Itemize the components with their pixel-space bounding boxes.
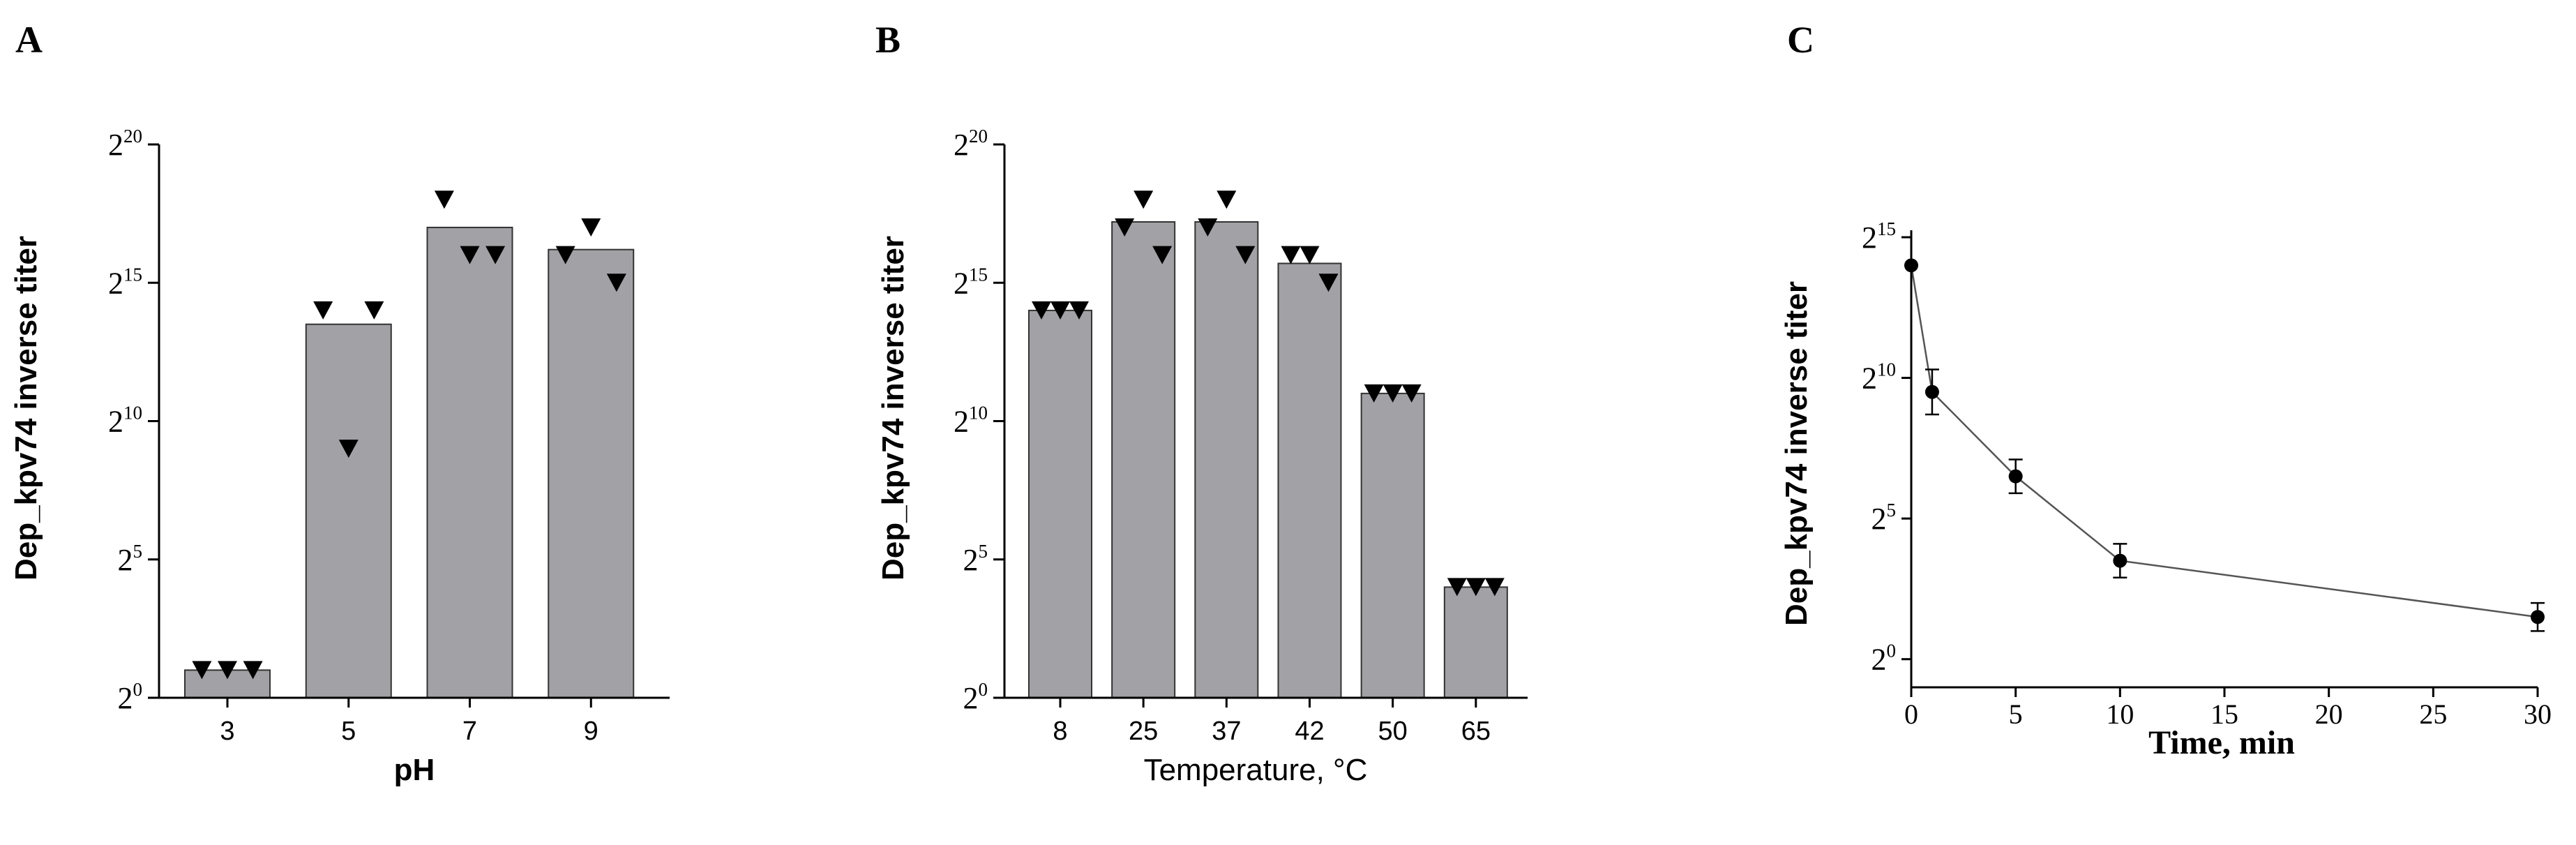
bar [1360,392,1425,698]
y-tick-label: 20 [118,679,143,715]
panel-c-xlabel: Time, min [2148,724,2295,761]
replicate-marker [243,661,263,680]
x-tick-label: 10 [2106,698,2134,730]
x-tick-label: 25 [2419,698,2447,730]
replicate-marker [192,661,212,680]
replicate-marker [313,301,333,320]
x-tick-label: 3 [220,717,234,746]
y-tick-label: 220 [108,126,142,162]
replicate-marker [1484,578,1505,597]
y-tick-label: 25 [118,541,143,577]
data-point [1925,384,1939,399]
replicate-marker [1235,246,1256,264]
panel-a-ylabel: Dep_kpv74 inverse titer [9,236,43,581]
x-tick-label: 7 [462,717,477,746]
x-tick-label: 8 [1053,717,1067,746]
panel-c-ticks: 20 25 210 215 0 5 10 15 20 25 30 [1862,218,2552,730]
bar [1194,221,1259,698]
panel-a-markers [192,190,626,680]
bar [1277,262,1342,698]
panel-b-letter: B [875,19,901,61]
x-tick-label: 65 [1461,717,1491,746]
panel-c-ylabel: Dep_kpv74 inverse titer [1779,281,1814,626]
panel-a-bars [184,226,635,699]
y-tick-label: 25 [963,541,988,577]
replicate-marker [1401,384,1422,403]
y-tick-label: 210 [108,403,142,439]
data-point [2008,469,2023,484]
replicate-marker [1050,301,1070,320]
panel-b-markers [1032,190,1505,597]
x-tick-label: 30 [2524,698,2552,730]
x-tick-label: 0 [1904,698,1918,730]
replicate-marker [1152,246,1173,264]
panel-b-bars [1028,221,1508,699]
bar [548,248,635,699]
panel-b-ylabel: Dep_kpv74 inverse titer [876,236,910,581]
replicate-marker [460,246,480,264]
replicate-marker [1069,301,1089,320]
replicate-marker [1198,218,1218,237]
panel-b-xlabel: Temperature, °C [1144,753,1368,787]
replicate-marker [1032,301,1051,320]
replicate-marker [485,246,506,264]
y-tick-label: 25 [1871,500,1897,536]
replicate-marker [1364,384,1384,403]
bar [1028,309,1092,698]
panel-a-axes [148,143,670,708]
panel-b-ticks: 20 25 210 215 220 8 25 37 42 50 65 [954,126,1491,746]
replicate-marker [1217,190,1237,209]
panel-a-letter: A [15,19,43,61]
bar [305,323,392,699]
replicate-marker [1300,246,1320,264]
y-tick-label: 20 [1871,641,1897,677]
replicate-marker [1281,246,1301,264]
y-tick-label: 210 [1862,359,1896,396]
panel-a-xlabel: pH [394,753,435,787]
y-tick-label: 210 [954,403,988,439]
y-tick-label: 215 [954,264,988,300]
replicate-marker [1115,218,1135,237]
panel-c-line [1904,258,2545,632]
data-point [2113,553,2127,568]
x-tick-label: 37 [1212,717,1241,746]
replicate-marker [581,218,601,237]
bar [426,226,513,698]
replicate-marker [555,246,575,264]
data-point [2531,610,2545,625]
panel-b: B Dep_kpv74 inverse titer Temperature, °… [875,19,1528,787]
y-tick-label: 215 [108,264,142,300]
replicate-marker [606,274,626,292]
panel-a-ticks: 20 25 210 215 220 3 5 7 9 [108,126,598,746]
x-tick-label: 25 [1129,717,1158,746]
replicate-marker [364,301,384,320]
x-tick-label: 50 [1378,717,1408,746]
y-tick-label: 20 [963,679,988,715]
x-tick-label: 15 [2210,698,2238,730]
x-tick-label: 20 [2315,698,2343,730]
x-tick-label: 42 [1295,717,1324,746]
replicate-marker [1466,578,1486,597]
panel-c-axes [1901,230,2539,697]
y-tick-label: 220 [954,126,988,162]
replicate-marker [434,190,454,209]
y-tick-label: 215 [1862,218,1896,255]
panel-c-letter: C [1787,19,1814,61]
bar [1111,221,1176,698]
replicate-marker [1318,274,1339,292]
x-tick-label: 9 [584,717,598,746]
replicate-marker [218,661,237,680]
series-line [1910,265,2538,618]
replicate-marker [1383,384,1403,403]
x-tick-label: 5 [2009,698,2023,730]
replicate-marker [1133,190,1154,209]
panel-c: C Dep_kpv74 inverse titer Time, min 20 25… [1779,19,2552,761]
panel-a: A Dep_kpv74 inverse titer pH 20252102152… [9,19,670,787]
replicate-marker [338,440,359,458]
panel-b-axes [993,143,1528,708]
x-tick-label: 5 [341,717,356,746]
replicate-marker [1447,578,1467,597]
bar [1443,586,1508,699]
